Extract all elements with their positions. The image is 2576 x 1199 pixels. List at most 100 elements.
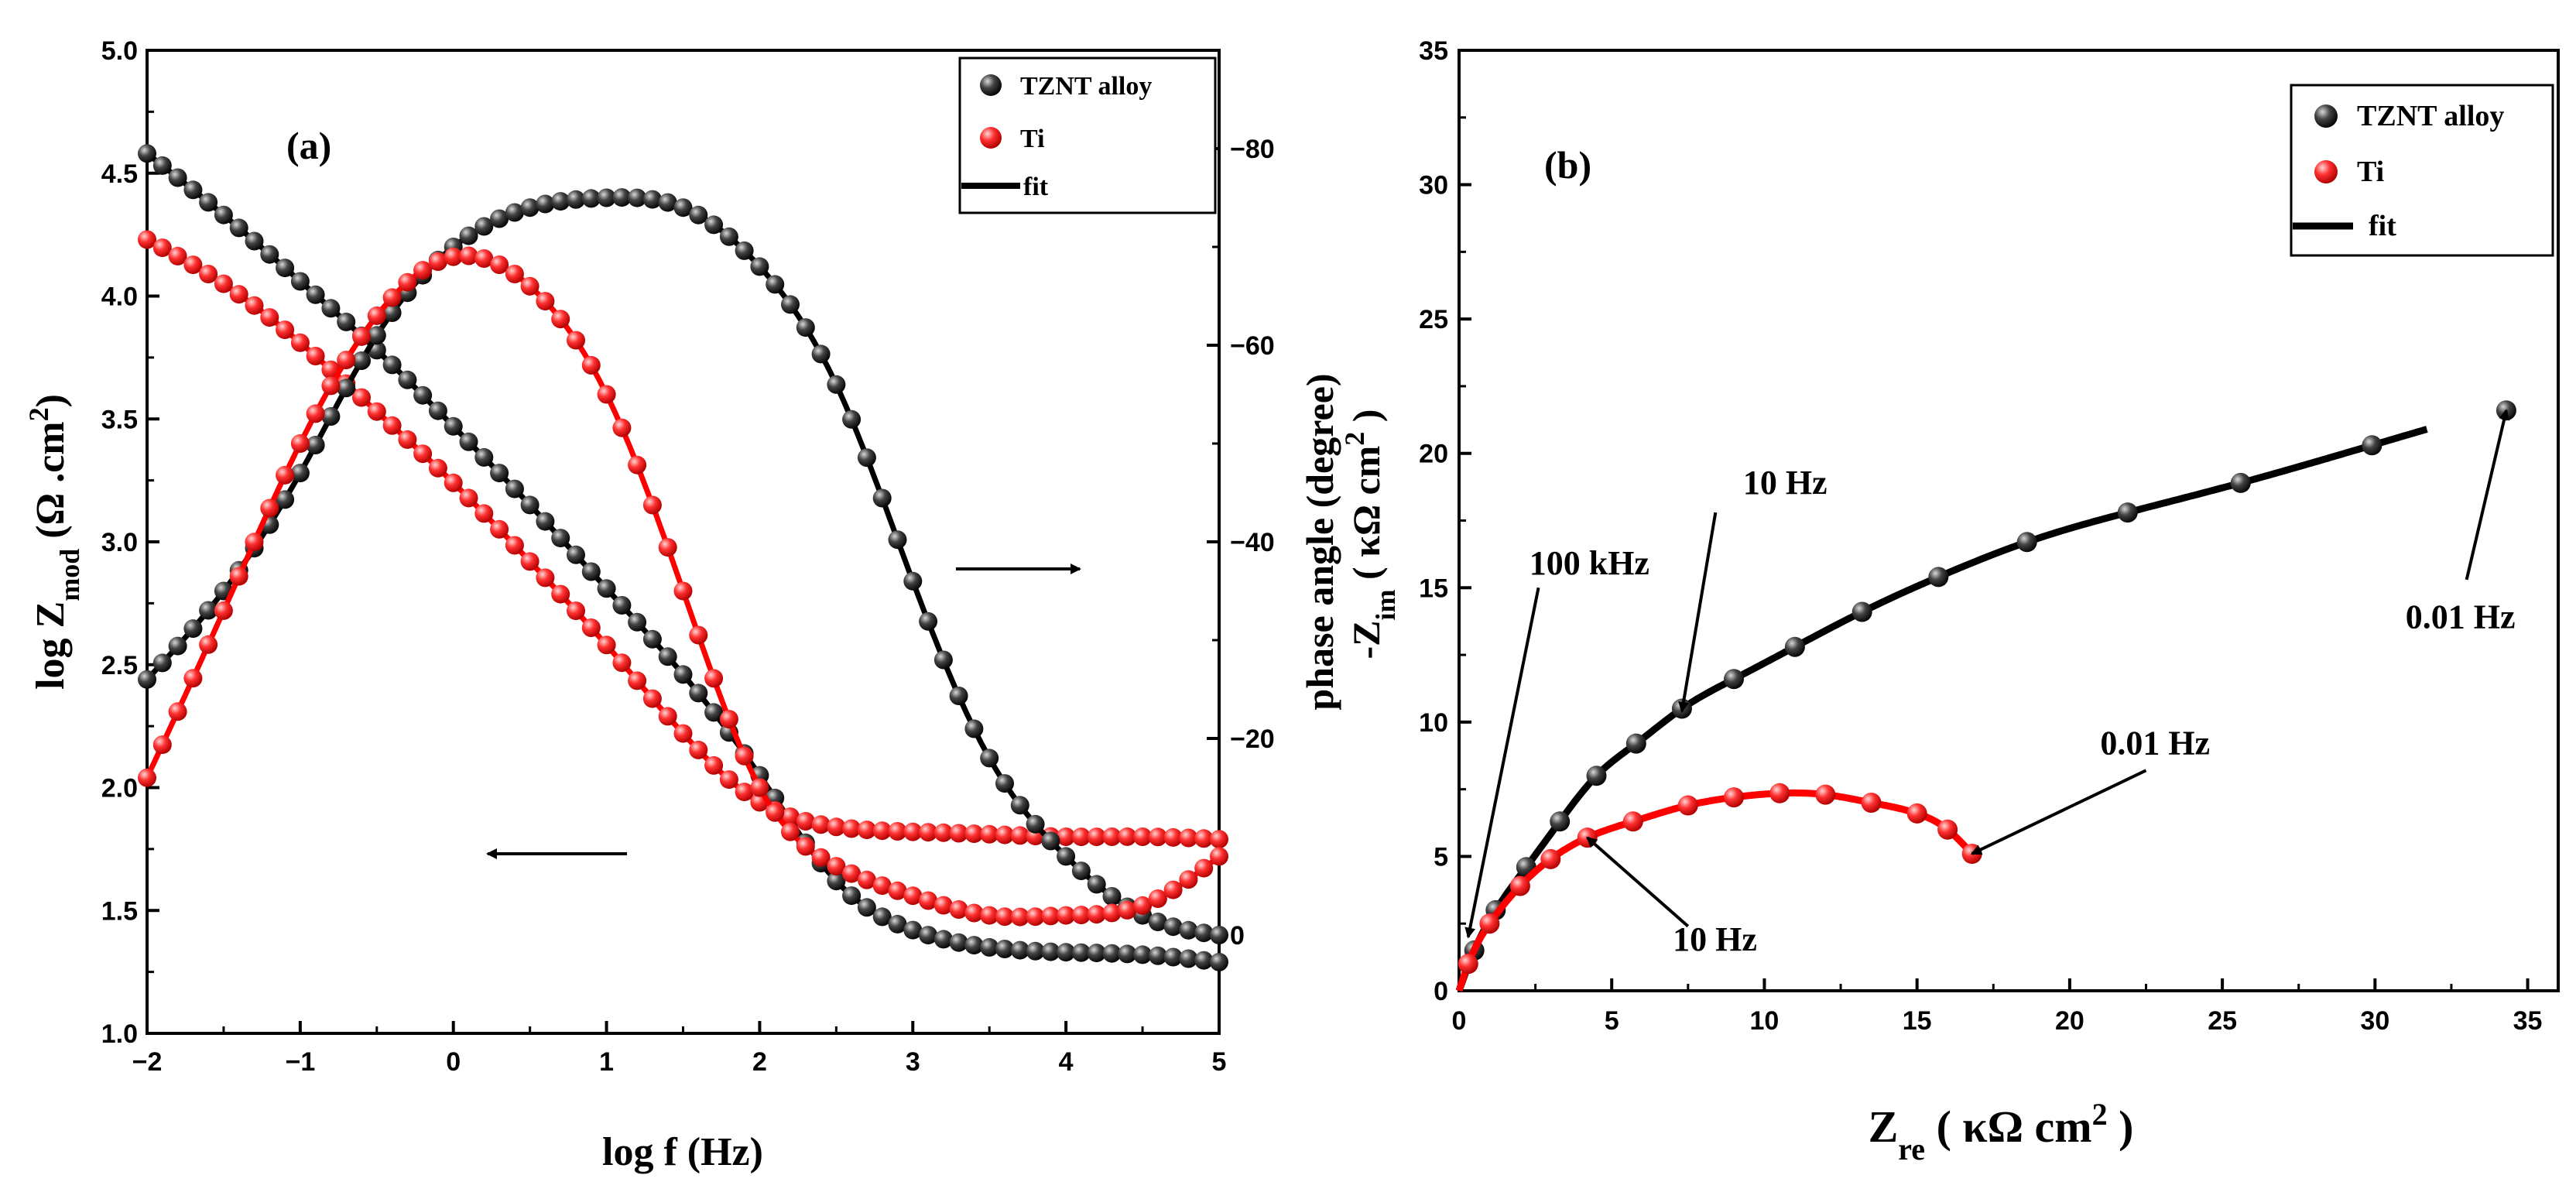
data-point-tznt bbox=[919, 611, 938, 631]
data-point-tznt bbox=[1057, 943, 1076, 962]
data-point-ti bbox=[1179, 870, 1198, 889]
data-point-tznt bbox=[673, 665, 693, 684]
x-tick-label: 0 bbox=[1452, 1006, 1467, 1036]
data-point-tznt bbox=[642, 629, 662, 649]
data-point-ti bbox=[1163, 827, 1183, 847]
annotation-arrow bbox=[1586, 836, 1690, 928]
data-point-tznt bbox=[628, 612, 647, 632]
data-point-ti bbox=[152, 735, 172, 755]
data-point-tznt bbox=[536, 194, 555, 214]
data-point-ti bbox=[612, 418, 632, 437]
y-right-tick-label: −40 bbox=[1230, 528, 1275, 557]
data-point-ti bbox=[1937, 819, 1958, 840]
y-tick-label: 35 bbox=[1419, 36, 1448, 66]
data-point-ti bbox=[735, 783, 754, 802]
data-point-ti bbox=[1133, 896, 1153, 915]
data-point-tznt bbox=[290, 464, 310, 483]
data-point-tznt bbox=[1041, 831, 1060, 851]
data-point-ti bbox=[520, 276, 540, 296]
data-point-ti bbox=[1148, 889, 1167, 908]
data-point-ti bbox=[459, 488, 478, 508]
legend-b-label-tznt: TZNT alloy bbox=[2357, 100, 2504, 132]
annotation-label: 10 Hz bbox=[1673, 920, 1757, 958]
data-point-tznt bbox=[980, 749, 999, 768]
x-tick-label: 5 bbox=[1605, 1006, 1619, 1036]
data-point-tznt bbox=[1010, 940, 1029, 960]
data-point-tznt bbox=[398, 370, 417, 389]
data-point-ti bbox=[766, 803, 785, 822]
data-point-ti bbox=[919, 823, 938, 842]
data-point-tznt bbox=[888, 530, 907, 550]
data-point-tznt bbox=[229, 218, 248, 238]
data-point-tznt bbox=[811, 344, 831, 364]
panel-b-axes: 0 5 10 15 20 25 30 35 0 5 10 15 20 25 30 35 bbox=[1419, 36, 2542, 1036]
data-point-tznt bbox=[551, 192, 570, 211]
data-point-tznt bbox=[1057, 847, 1076, 866]
data-point-ti bbox=[276, 465, 295, 485]
data-point-tznt bbox=[1210, 926, 1228, 944]
legend-marker-ti bbox=[980, 127, 1002, 149]
data-point-tznt bbox=[857, 898, 876, 917]
data-point-tznt bbox=[168, 168, 187, 187]
y-right-tick-label: −80 bbox=[1230, 135, 1275, 164]
data-point-tznt bbox=[933, 930, 953, 949]
data-point-tznt bbox=[1010, 796, 1029, 815]
data-point-ti bbox=[138, 768, 156, 787]
data-point-tznt bbox=[781, 295, 800, 314]
data-point-ti bbox=[367, 402, 386, 421]
data-point-ti bbox=[152, 238, 172, 258]
data-point-ti bbox=[689, 625, 708, 645]
data-point-ti bbox=[413, 261, 433, 280]
data-point-tznt bbox=[842, 886, 862, 906]
data-point-ti bbox=[735, 746, 754, 766]
data-point-ti bbox=[842, 864, 862, 883]
y-right-tick-label: −60 bbox=[1230, 331, 1275, 361]
y-tick-label: 0 bbox=[1434, 977, 1448, 1006]
data-point-ti bbox=[214, 601, 233, 620]
data-point-ti bbox=[490, 519, 509, 539]
data-point-ti bbox=[214, 274, 233, 293]
data-point-ti bbox=[719, 710, 738, 729]
data-point-ti bbox=[827, 817, 846, 837]
data-point-tznt bbox=[459, 226, 478, 245]
data-point-ti bbox=[597, 635, 616, 655]
x-tick-label: 25 bbox=[2208, 1006, 2237, 1036]
x-tick-label: −1 bbox=[285, 1047, 315, 1077]
data-point-ti bbox=[199, 635, 218, 654]
panel-a-xlabel: log f (Hz) bbox=[602, 1130, 763, 1174]
annotation-label: 10 Hz bbox=[1743, 464, 1828, 502]
annotation-arrow bbox=[1678, 512, 1718, 713]
legend-label-fit: fit bbox=[1023, 173, 1049, 201]
data-point-tznt bbox=[1784, 636, 1805, 657]
data-point-tznt bbox=[428, 401, 447, 420]
data-point-ti bbox=[628, 671, 647, 690]
data-point-tznt bbox=[1586, 766, 1607, 786]
fit-line-ti bbox=[1455, 789, 1975, 992]
x-tick-label: 0 bbox=[446, 1047, 461, 1077]
x-tick-label: −2 bbox=[132, 1047, 163, 1077]
data-point-ti bbox=[642, 689, 662, 708]
data-point-ti bbox=[1118, 900, 1137, 920]
data-point-ti bbox=[842, 819, 862, 838]
data-point-ti bbox=[1677, 795, 1698, 816]
data-point-tznt bbox=[1041, 942, 1060, 961]
y-left-tick-label: 3.0 bbox=[101, 528, 138, 557]
data-point-ti bbox=[1179, 828, 1198, 848]
data-point-ti bbox=[1102, 827, 1122, 846]
data-point-tznt bbox=[628, 188, 647, 207]
y-tick-label: 20 bbox=[1419, 440, 1448, 469]
data-point-tznt bbox=[796, 318, 815, 337]
data-point-tznt bbox=[505, 479, 524, 498]
annotation-label: 100 kHz bbox=[1530, 544, 1649, 582]
data-point-tznt bbox=[2016, 532, 2037, 553]
data-point-tznt bbox=[933, 650, 953, 670]
data-point-tznt bbox=[1210, 952, 1228, 971]
x-tick-label: 4 bbox=[1059, 1047, 1074, 1077]
data-point-tznt bbox=[750, 257, 769, 276]
y-left-tick-label: 4.0 bbox=[101, 283, 138, 312]
data-point-tznt bbox=[704, 215, 724, 235]
annotation-arrow bbox=[2465, 409, 2510, 581]
data-point-tznt bbox=[1928, 567, 1949, 588]
data-point-ti bbox=[567, 331, 585, 350]
legend-label-ti: Ti bbox=[1020, 125, 1045, 153]
